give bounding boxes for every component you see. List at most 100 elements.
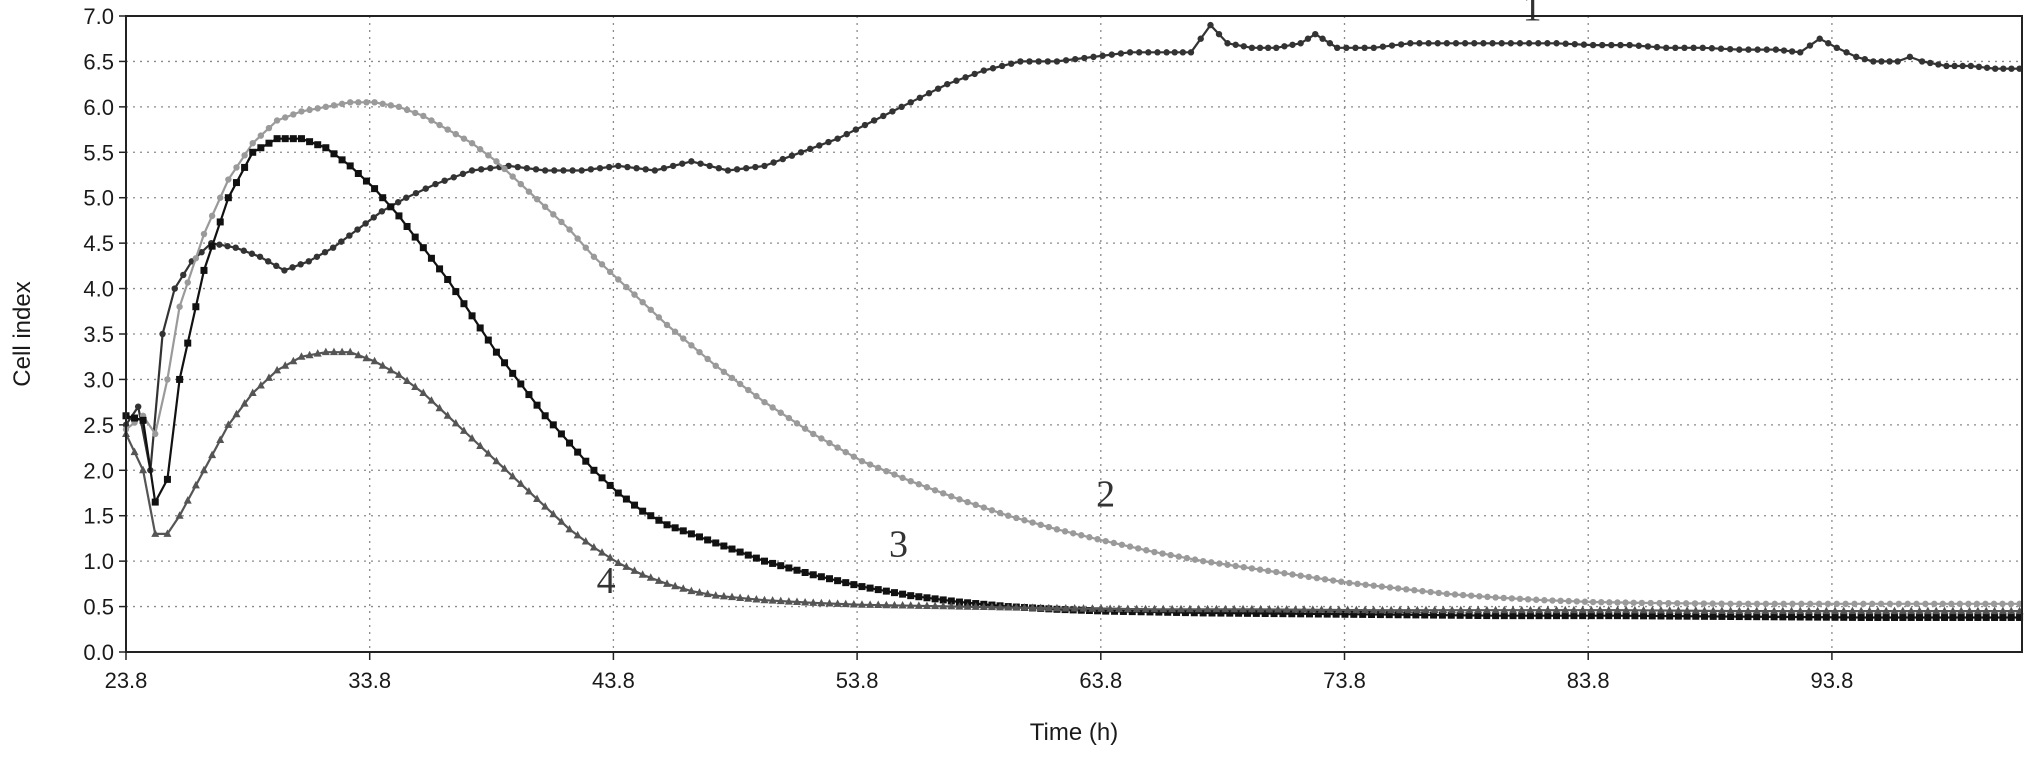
data-point	[1448, 605, 1457, 614]
data-point	[810, 430, 817, 438]
data-point	[1224, 561, 1231, 568]
data-point	[589, 543, 598, 551]
data-point	[1877, 600, 1885, 608]
data-point	[1924, 613, 1932, 621]
data-point	[1086, 534, 1093, 541]
data-point	[1535, 612, 1543, 620]
data-point	[1639, 605, 1648, 614]
data-point	[330, 102, 338, 109]
data-point	[1806, 42, 1814, 49]
data-point	[1270, 610, 1278, 618]
data-point	[1468, 592, 1475, 599]
data-point	[184, 339, 192, 347]
data-point	[509, 369, 517, 377]
data-point	[1613, 605, 1622, 614]
data-point	[598, 474, 606, 482]
data-point	[1927, 59, 1934, 67]
data-point	[1128, 608, 1136, 616]
data-point	[956, 496, 963, 503]
data-point	[1951, 62, 1958, 70]
data-point	[249, 148, 257, 156]
data-point	[1264, 44, 1272, 51]
data-point	[492, 456, 501, 465]
data-point	[517, 180, 524, 188]
y-tick-label: 3.0	[83, 367, 114, 392]
data-point	[931, 487, 939, 494]
data-point	[1090, 53, 1097, 61]
data-point	[468, 167, 476, 174]
data-point	[1411, 587, 1418, 594]
data-point	[947, 597, 955, 605]
data-point	[1221, 604, 1230, 613]
data-point	[1990, 606, 1999, 615]
data-point	[866, 600, 875, 608]
data-point	[728, 374, 736, 382]
data-point	[427, 254, 435, 262]
data-point	[1570, 612, 1578, 620]
data-point	[1596, 605, 1605, 614]
data-point	[1700, 606, 1709, 614]
data-point	[849, 599, 858, 608]
data-point	[1797, 49, 1804, 56]
data-point	[1319, 35, 1326, 42]
data-point	[1123, 604, 1132, 613]
data-point	[363, 99, 370, 106]
data-point	[1343, 605, 1352, 614]
data-point	[1451, 591, 1459, 598]
data-point	[525, 391, 533, 399]
data-point	[1553, 612, 1561, 620]
data-point	[281, 267, 288, 274]
data-point	[533, 196, 541, 203]
data-point	[265, 139, 273, 147]
data-point	[711, 591, 720, 599]
data-point	[1352, 44, 1359, 51]
data-point	[1239, 604, 1248, 613]
data-point	[1973, 606, 1982, 615]
data-point	[615, 276, 622, 283]
data-point	[509, 173, 516, 180]
data-point	[566, 226, 573, 233]
data-point	[1778, 606, 1787, 615]
data-point	[1780, 600, 1787, 608]
data-point	[1991, 65, 1999, 72]
data-point	[1796, 606, 1805, 615]
data-point	[1008, 60, 1015, 67]
data-point	[321, 347, 330, 356]
data-point	[1368, 611, 1376, 619]
data-point	[139, 416, 147, 424]
y-tick-label: 1.5	[83, 504, 114, 529]
data-point	[925, 90, 933, 97]
data-point	[257, 132, 265, 139]
data-point	[517, 380, 525, 388]
data-point	[1326, 40, 1334, 47]
data-point	[1622, 612, 1630, 620]
data-point	[436, 121, 443, 129]
data-point	[549, 509, 558, 518]
data-point	[1137, 608, 1145, 616]
data-point	[1831, 613, 1839, 621]
data-point	[1145, 49, 1152, 56]
data-point	[347, 99, 354, 106]
data-point	[843, 130, 850, 138]
data-point	[394, 370, 403, 378]
data-point	[1524, 596, 1532, 603]
data-point	[192, 255, 200, 262]
data-point	[1163, 49, 1170, 56]
data-point	[788, 152, 796, 159]
data-point	[1224, 40, 1231, 47]
data-point	[297, 261, 304, 268]
data-point	[654, 576, 663, 584]
data-point	[1334, 605, 1343, 613]
data-point	[1982, 613, 1990, 621]
data-point	[379, 194, 387, 202]
data-point	[1226, 609, 1234, 617]
data-point	[817, 598, 826, 607]
data-point	[809, 598, 818, 606]
data-point	[1796, 613, 1804, 621]
data-point	[582, 457, 590, 465]
data-point	[736, 380, 744, 388]
data-point	[1386, 584, 1394, 591]
data-point	[1132, 604, 1141, 613]
data-point	[590, 253, 598, 260]
data-point	[1943, 62, 1950, 70]
